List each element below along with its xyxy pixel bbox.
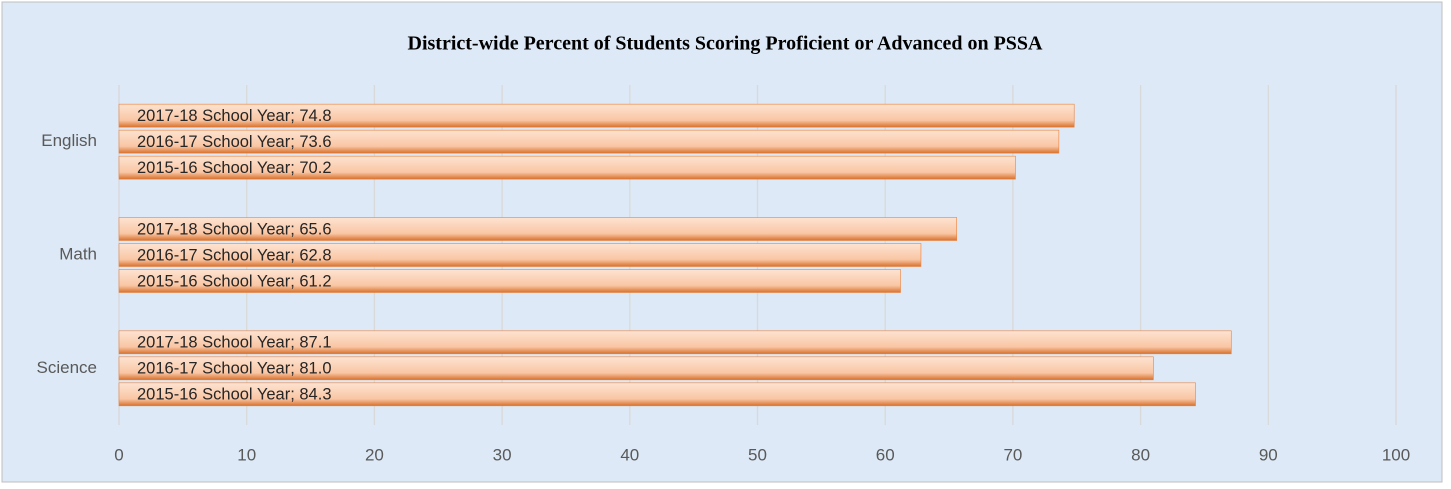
x-tick-label: 90 — [1259, 445, 1278, 464]
bar — [118, 129, 1060, 154]
x-tick-label: 20 — [365, 445, 384, 464]
chart-title: District-wide Percent of Students Scorin… — [408, 33, 1044, 55]
chart-background — [1, 1, 1443, 483]
bar — [118, 382, 1196, 407]
data-label: 2015-16 School Year; 61.2 — [137, 272, 332, 290]
x-tick-label: 70 — [1003, 445, 1022, 464]
data-label: 2017-18 School Year; 74.8 — [137, 107, 332, 125]
x-tick-label: 40 — [620, 445, 639, 464]
data-label: 2017-18 School Year; 87.1 — [137, 334, 332, 352]
data-label: 2015-16 School Year; 70.2 — [137, 159, 332, 177]
x-tick-label: 60 — [876, 445, 895, 464]
data-label: 2016-17 School Year; 81.0 — [137, 360, 332, 378]
y-tick-label: Math — [59, 244, 97, 263]
data-label: 2016-17 School Year; 73.6 — [137, 133, 332, 151]
bar — [118, 243, 922, 267]
x-tick-label: 10 — [237, 445, 256, 464]
x-tick-label: 80 — [1131, 445, 1150, 464]
y-tick-label: Science — [37, 358, 97, 377]
bar — [118, 330, 1232, 355]
x-tick-label: 50 — [748, 445, 767, 464]
data-label: 2017-18 School Year; 65.6 — [137, 220, 332, 238]
y-tick-label: English — [41, 131, 97, 150]
bar — [118, 103, 1075, 128]
x-tick-label: 0 — [114, 445, 123, 464]
x-tick-label: 100 — [1382, 445, 1410, 464]
data-label: 2015-16 School Year; 84.3 — [137, 386, 332, 404]
x-tick-label: 30 — [493, 445, 512, 464]
bar — [118, 155, 1016, 180]
bar — [118, 356, 1154, 381]
bar — [118, 269, 901, 293]
data-label: 2016-17 School Year; 62.8 — [137, 246, 332, 264]
bar — [118, 217, 958, 241]
